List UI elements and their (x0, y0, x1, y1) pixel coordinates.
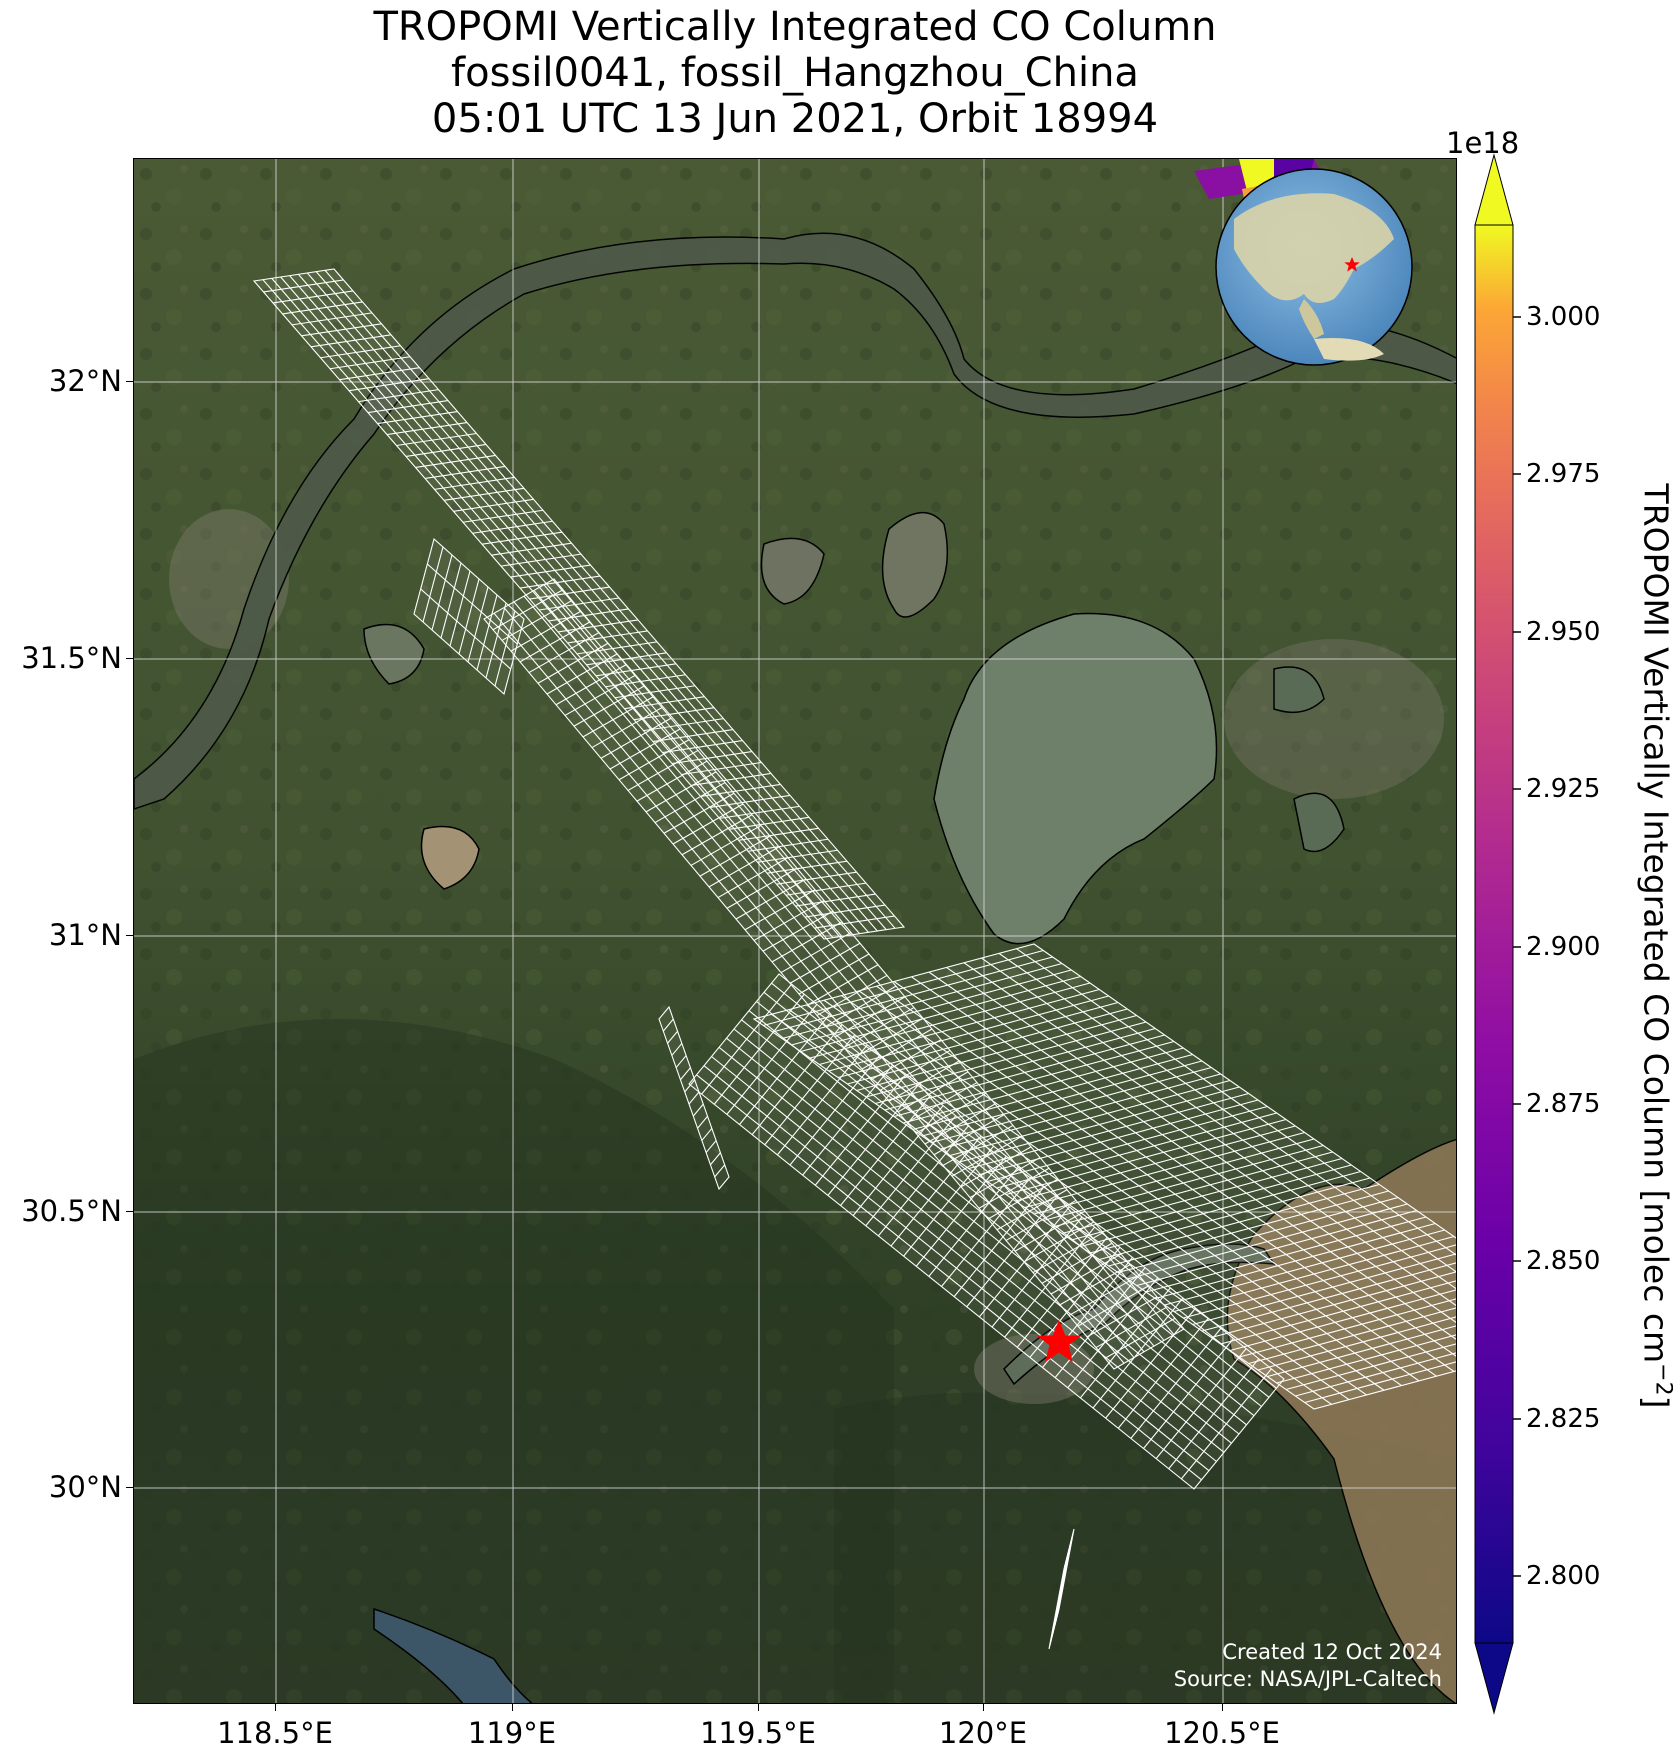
tick-mark (126, 658, 133, 659)
colorbar-tick-label: 2.950 (1526, 617, 1600, 647)
colorbar-tick-label: 2.875 (1526, 1089, 1600, 1119)
tick-mark (1222, 1704, 1223, 1711)
lat-tick-label: 30°N (49, 1470, 122, 1504)
credits: Created 12 Oct 2024 Source: NASA/JPL-Cal… (1174, 1639, 1442, 1693)
colorbar-label-sup: −2 (1651, 1363, 1673, 1395)
lon-tick-label: 119.5°E (700, 1716, 816, 1750)
created-date: Created 12 Oct 2024 (1174, 1639, 1442, 1666)
title-line-2: fossil0041, fossil_Hangzhou_China (133, 50, 1457, 96)
colorbar-extend-top (1475, 155, 1513, 225)
lon-tick-label: 119°E (468, 1716, 556, 1750)
tick-mark (275, 1704, 276, 1711)
title-line-3: 05:01 UTC 13 Jun 2021, Orbit 18994 (133, 96, 1457, 142)
map-canvas[interactable] (134, 159, 1457, 1704)
lon-tick-label: 120°E (939, 1716, 1027, 1750)
colorbar-tick-label: 2.975 (1526, 459, 1600, 489)
title-line-1: TROPOMI Vertically Integrated CO Column (133, 4, 1457, 50)
colorbar-gradient (1475, 225, 1513, 1643)
colorbar-tick-label: 2.825 (1526, 1404, 1600, 1434)
tick-mark (126, 1487, 133, 1488)
figure-title: TROPOMI Vertically Integrated CO Column … (133, 4, 1457, 142)
colorbar-label-end: ] (1637, 1396, 1673, 1409)
map-panel[interactable]: Created 12 Oct 2024 Source: NASA/JPL-Cal… (133, 158, 1457, 1704)
colorbar-tick-label: 2.900 (1526, 932, 1600, 962)
colorbar-label: TROPOMI Vertically Integrated CO Column … (1637, 484, 1673, 1409)
lat-tick-label: 31°N (49, 918, 122, 952)
urban-area (1224, 639, 1444, 799)
lat-tick-label: 32°N (49, 364, 122, 398)
colorbar-label-text: TROPOMI Vertically Integrated CO Column … (1637, 484, 1673, 1364)
colorbar-tick-label: 2.925 (1526, 774, 1600, 804)
lat-tick-label: 31.5°N (21, 641, 122, 675)
tick-mark (126, 1211, 133, 1212)
tick-mark (512, 1704, 513, 1711)
source-credit: Source: NASA/JPL-Caltech (1174, 1666, 1442, 1693)
lon-tick-label: 120.5°E (1164, 1716, 1280, 1750)
colorbar-tick-label: 2.850 (1526, 1246, 1600, 1276)
tick-mark (126, 381, 133, 382)
lat-tick-label: 30.5°N (21, 1194, 122, 1228)
colorbar-tick-label: 2.800 (1526, 1561, 1600, 1591)
colorbar-tick-label: 3.000 (1526, 302, 1600, 332)
tick-mark (983, 1704, 984, 1711)
colorbar-extend-bottom (1475, 1643, 1513, 1713)
tick-mark (758, 1704, 759, 1711)
tick-mark (126, 935, 133, 936)
lon-tick-label: 118.5°E (217, 1716, 333, 1750)
